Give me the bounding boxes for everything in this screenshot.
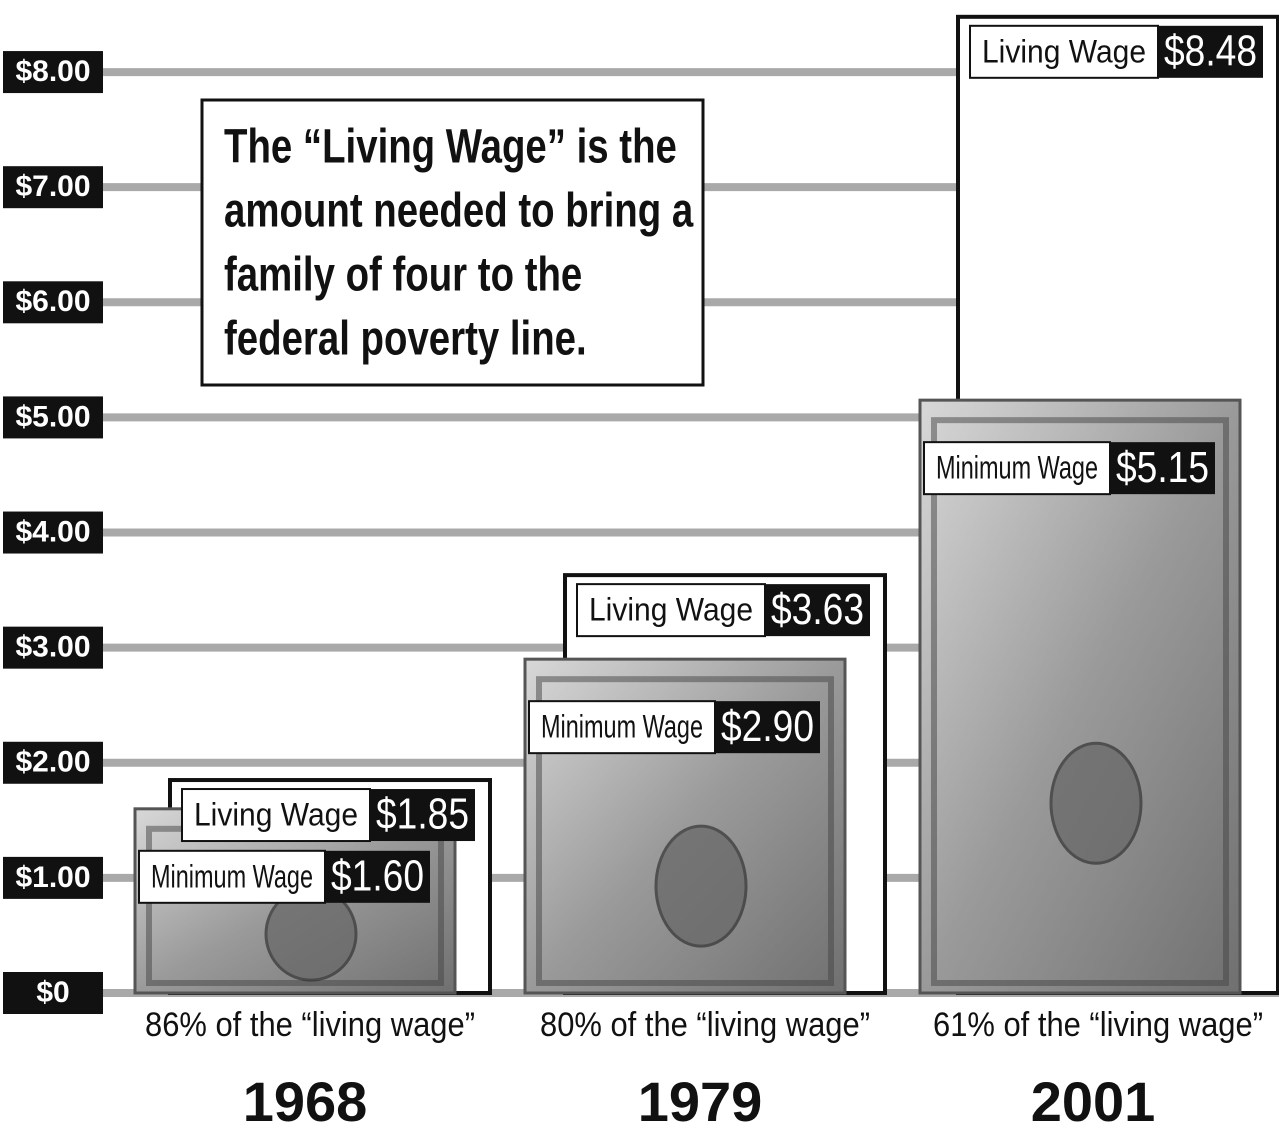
category-group: Living Wage $8.48 Minimum Wage $5.15 61% of … [920, 17, 1278, 1133]
y-tick-label: $5.00 [15, 400, 90, 433]
annotation-text: The “Living Wage” is the [224, 121, 677, 174]
series-label: Minimum Wage [151, 858, 313, 894]
y-tick-label: $2.00 [15, 746, 90, 779]
chart: $0 $1.00 $2.00 $3.00 $4.00 $5.00 $6.00 $7.00 $8.… [0, 0, 1279, 1135]
value-label: $3.63 [771, 585, 864, 634]
note-label: 86% of the “living wage” [145, 1006, 475, 1044]
y-tick-label: $0 [36, 976, 69, 1009]
series-label: Living Wage [589, 592, 753, 628]
value-label: $5.15 [1116, 443, 1209, 492]
x-tick-label: 2001 [1031, 1070, 1156, 1133]
series-label: Minimum Wage [936, 450, 1098, 486]
series-label: Living Wage [982, 33, 1146, 69]
series-label: Minimum Wage [541, 709, 703, 745]
value-label: $1.60 [331, 851, 424, 900]
y-tick-label: $6.00 [15, 285, 90, 318]
y-tick-label: $8.00 [15, 55, 90, 88]
x-tick-label: 1979 [638, 1070, 763, 1133]
bill-seal [656, 826, 746, 946]
annotation-text: federal poverty line. [224, 313, 587, 366]
y-tick-label: $7.00 [15, 170, 90, 203]
note-label: 80% of the “living wage” [540, 1006, 870, 1044]
category-group: Living Wage $1.85 Minimum Wage $1.60 86% of … [135, 780, 490, 1133]
value-label: $8.48 [1164, 26, 1257, 75]
x-tick-label: 1968 [243, 1070, 368, 1133]
value-label: $2.90 [721, 702, 814, 751]
value-label: $1.85 [376, 790, 469, 839]
y-tick-label: $1.00 [15, 861, 90, 894]
y-tick-label: $4.00 [15, 515, 90, 548]
annotation-text: amount needed to bring a [224, 185, 694, 238]
series-label: Living Wage [194, 796, 358, 832]
annotation-text: family of four to the [224, 249, 582, 302]
y-tick-label: $3.00 [15, 631, 90, 664]
category-group: Living Wage $3.63 Minimum Wage $2.90 80% of … [525, 575, 885, 1133]
note-label: 61% of the “living wage” [933, 1006, 1263, 1044]
bill-seal [1051, 743, 1141, 863]
